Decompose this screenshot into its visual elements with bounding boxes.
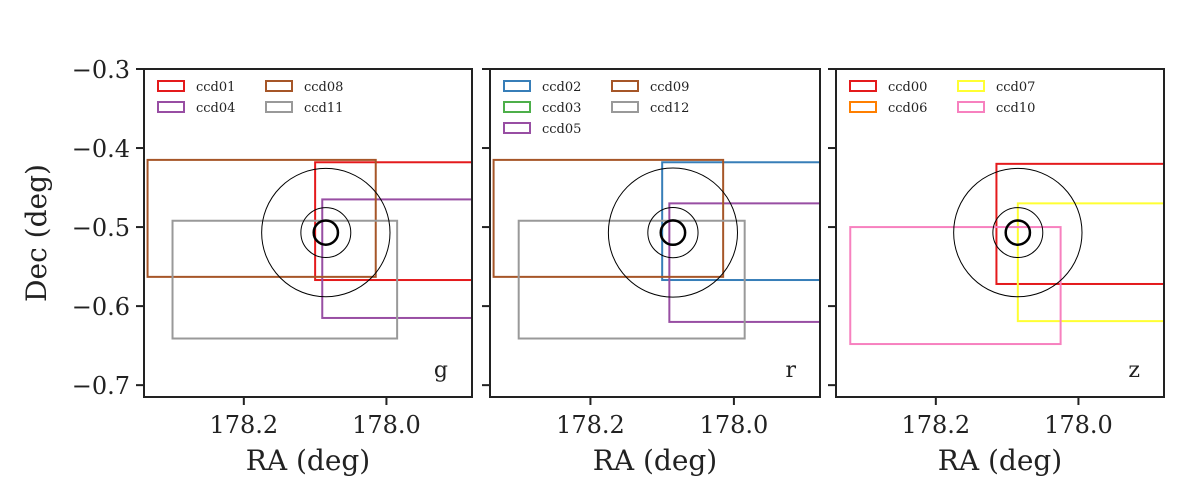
x-tick-label: 178.0 [352, 411, 421, 439]
x-axis-label: RA (deg) [593, 444, 717, 477]
legend-swatch-ccd08 [265, 80, 293, 92]
y-axis-ticks: −0.3 −0.4 −0.5 −0.6 −0.7 [72, 56, 144, 400]
legend-label-ccd12: ccd12 [650, 101, 689, 116]
legend: ccd00 ccd06 ccd07 ccd10 [849, 80, 1035, 116]
legend-swatch-ccd02 [503, 80, 531, 92]
x-tick-label: 178.0 [700, 411, 769, 439]
y-tick-label: −0.7 [72, 372, 130, 400]
aperture-circle [647, 206, 699, 259]
legend-label-ccd10: ccd10 [996, 101, 1035, 116]
panel-r: ccd02 ccd03 ccd05 ccd09 ccd12 178.2 178.0 r R… [482, 68, 821, 477]
legend-swatch-ccd11 [265, 101, 293, 113]
x-axis-label: RA (deg) [938, 444, 1062, 477]
legend-swatch-ccd09 [611, 80, 639, 92]
x-tick-label: 178.2 [556, 411, 625, 439]
aperture-circle [312, 219, 340, 246]
legend-swatch-ccd10 [957, 101, 985, 113]
legend-label-ccd11: ccd11 [304, 101, 343, 116]
aperture-circle [953, 167, 1083, 298]
aperture-circle [300, 207, 352, 259]
legend-swatch-ccd12 [611, 101, 639, 113]
y-tick-label: −0.4 [72, 135, 130, 163]
legend-swatch-ccd03 [503, 101, 531, 113]
panel-g: ccd01 ccd04 ccd08 ccd11 178.2 178.0 −0.3 −0.4… [20, 56, 473, 477]
legend: ccd01 ccd04 ccd08 ccd11 [157, 80, 343, 116]
ccd-rectangles [492, 158, 820, 340]
footprint-ccd11 [171, 219, 399, 340]
aperture-circle [607, 167, 738, 298]
aperture-circle [992, 207, 1044, 259]
legend-swatch-ccd05 [503, 122, 531, 134]
x-axis-ticks: 178.2 178.0 [209, 397, 421, 439]
plot-frame [835, 68, 1165, 398]
legend-label-ccd04: ccd04 [196, 101, 235, 116]
legend-swatch-ccd01 [157, 80, 185, 92]
legend-label-ccd06: ccd06 [888, 101, 927, 116]
aperture-circle [659, 219, 687, 247]
aperture-circles [261, 167, 391, 298]
band-label: r [785, 358, 796, 383]
y-axis-label: Dec (deg) [20, 164, 53, 302]
aperture-circles [953, 167, 1083, 298]
x-tick-label: 178.2 [209, 411, 278, 439]
aperture-circle [261, 167, 391, 298]
panel-z: ccd00 ccd06 ccd07 ccd10 178.2 178.0 z RA (de… [828, 68, 1165, 477]
legend-label-ccd02: ccd02 [542, 80, 581, 95]
band-label: z [1128, 358, 1140, 383]
y-axis-ticks [482, 68, 490, 387]
footprint-ccd08 [146, 158, 377, 278]
plot-frame [143, 68, 473, 398]
x-axis-label: RA (deg) [246, 444, 370, 477]
footprint-ccd12 [517, 219, 746, 340]
x-axis-ticks: 178.2 178.0 [556, 397, 768, 439]
legend-label-ccd09: ccd09 [650, 80, 689, 95]
legend-swatch-ccd00 [849, 80, 877, 92]
legend-label-ccd08: ccd08 [304, 80, 343, 95]
ccd-rectangles [849, 162, 1164, 346]
legend-label-ccd05: ccd05 [542, 122, 581, 137]
legend-label-ccd03: ccd03 [542, 101, 581, 116]
x-axis-ticks: 178.2 178.0 [901, 397, 1113, 439]
aperture-circles [607, 167, 738, 298]
y-axis-ticks [828, 68, 836, 387]
x-tick-label: 178.0 [1044, 411, 1113, 439]
aperture-circle [1004, 219, 1032, 246]
footprint-ccd10 [849, 226, 1062, 346]
legend-label-ccd07: ccd07 [996, 80, 1035, 95]
legend-swatch-ccd04 [157, 101, 185, 113]
y-tick-label: −0.3 [72, 56, 130, 84]
footprint-ccd09 [492, 158, 725, 278]
legend-label-ccd01: ccd01 [196, 80, 235, 95]
legend-label-ccd00: ccd00 [888, 80, 927, 95]
legend-swatch-ccd07 [957, 80, 985, 92]
band-label: g [434, 358, 448, 383]
x-tick-label: 178.2 [901, 411, 970, 439]
legend-swatch-ccd06 [849, 101, 877, 113]
footprint-ccd00 [995, 162, 1164, 285]
legend: ccd02 ccd03 ccd05 ccd09 ccd12 [503, 80, 689, 137]
footprint-ccd07 [1016, 202, 1164, 323]
plot-frame [489, 68, 821, 398]
ccd-rectangles [146, 158, 472, 340]
y-tick-label: −0.5 [72, 214, 130, 242]
y-tick-label: −0.6 [72, 293, 130, 321]
